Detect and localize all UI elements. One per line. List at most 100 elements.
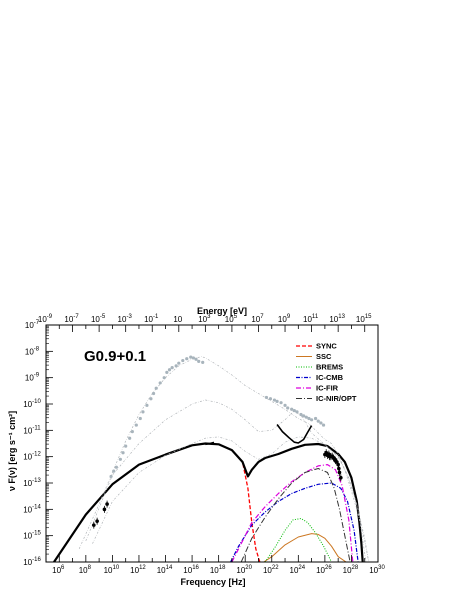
data-point <box>92 523 96 527</box>
gray-data-point <box>319 421 323 425</box>
gray-data-point <box>121 451 125 455</box>
data-point <box>336 462 340 467</box>
gray-data-point <box>158 381 162 385</box>
gray-data-point <box>316 419 320 423</box>
gray-data-point <box>167 368 172 372</box>
x-tick-label: 106 <box>52 565 65 575</box>
x2-tick-label: 105 <box>225 314 238 324</box>
x2-tick-label: 1013 <box>329 314 345 324</box>
gray-data-point <box>134 423 138 427</box>
y-tick-label: 10-13 <box>23 478 41 488</box>
x2-axis-title: Energy [eV] <box>197 306 247 316</box>
y-tick-label: 10-8 <box>25 346 40 356</box>
x-tick-label: 1026 <box>316 565 332 575</box>
x2-tick-label: 10-1 <box>144 314 159 324</box>
legend-ic-cmb-label: IC-CMB <box>316 373 344 382</box>
x-tick-label: 1014 <box>157 565 173 575</box>
series-curve-11 <box>205 441 215 446</box>
x-tick-label: 1022 <box>263 565 279 575</box>
x2-tick-label: 10-5 <box>91 314 106 324</box>
series-curve-9 <box>92 436 367 562</box>
gray-data-point <box>302 414 306 418</box>
gray-data-point <box>170 366 174 370</box>
gray-data-point <box>304 415 308 419</box>
gray-data-point <box>268 397 273 401</box>
gray-data-point <box>283 403 287 407</box>
x2-tick-label: 10-7 <box>64 314 79 324</box>
axes: 106 108 1010 1012 1014 1016 1018 1020 1022 1024 10… <box>23 314 385 575</box>
x-tick-label: 1024 <box>290 565 306 575</box>
gray-data-point <box>114 465 118 469</box>
data-point <box>339 475 343 480</box>
gray-data-point <box>181 358 185 363</box>
gray-data-point <box>299 412 303 417</box>
y-axis-title: ν F(ν) [erg s⁻¹ cm²] <box>7 411 17 491</box>
x-tick-label: 1020 <box>236 565 252 575</box>
series-ic-nir-opt-line <box>240 468 351 562</box>
x2-tick-label: 1015 <box>356 314 372 324</box>
data-point <box>105 502 109 506</box>
x2-tick-label: 10 <box>173 315 182 324</box>
gray-data-point <box>128 436 132 440</box>
legend-ic-nir-opt-label: IC-NIR/OPT <box>316 394 357 403</box>
x-tick-label: 1030 <box>369 565 385 575</box>
data-point <box>337 470 342 475</box>
gray-data-point <box>295 410 299 414</box>
x2-tick-label: 1011 <box>303 314 319 324</box>
gray-data-point <box>149 397 153 401</box>
gray-data-point <box>109 474 113 479</box>
series-curve-7 <box>78 356 370 562</box>
y-tick-label: 10-15 <box>23 531 41 541</box>
legend-brems-label: BREMS <box>316 363 343 372</box>
gray-data-point <box>201 360 205 364</box>
gray-data-point <box>154 386 158 390</box>
gray-data-point <box>138 416 142 421</box>
series-ic-fir-line <box>231 464 354 562</box>
gray-data-point <box>194 357 198 361</box>
y-tick-label: 10-7 <box>25 320 40 330</box>
gray-data-point <box>165 370 169 374</box>
data-point <box>337 466 341 471</box>
gray-data-point <box>189 355 193 359</box>
x2-tick-label: 103 <box>198 314 211 324</box>
gray-data-point <box>118 457 122 461</box>
plot-frame <box>45 324 379 563</box>
y-tick-label: 10-11 <box>23 425 41 435</box>
x2-tick-label: 10-3 <box>118 314 133 324</box>
series-sync-line <box>53 442 261 562</box>
x-tick-label: 1018 <box>210 565 226 575</box>
x-tick-label: 1016 <box>183 565 199 575</box>
gray-data-point <box>321 423 326 427</box>
legend-ssc-label: SSC <box>316 352 332 361</box>
legend-ic-fir-label: IC-FIR <box>316 384 339 393</box>
gray-data-point <box>286 406 290 410</box>
gray-data-point <box>141 410 145 414</box>
series-curve-8 <box>85 399 370 562</box>
gray-data-point <box>185 357 189 361</box>
gray-data-point <box>292 408 296 413</box>
gray-data-point <box>162 376 166 380</box>
gray-data-point <box>112 469 116 473</box>
x2-tick-label: 109 <box>278 314 291 324</box>
y-tick-label: 10-9 <box>25 373 40 383</box>
y-tick-label: 10-16 <box>23 557 41 567</box>
series-curve-6 <box>53 442 364 562</box>
y-tick-label: 10-12 <box>23 452 41 462</box>
series-curve-10 <box>276 424 313 444</box>
x-tick-label: 1028 <box>343 565 359 575</box>
legend-sync-label: SYNC <box>316 342 337 351</box>
x2-tick-label: 10-9 <box>38 314 53 324</box>
x-tick-label: 1012 <box>130 565 146 575</box>
gray-data-point <box>279 401 283 405</box>
data-point <box>95 519 99 523</box>
plot-content <box>53 355 370 562</box>
x2-tick-label: 107 <box>251 314 264 324</box>
series-ssc-line <box>263 533 347 562</box>
gray-data-point <box>307 416 311 421</box>
gray-data-point <box>272 398 277 402</box>
gray-data-point <box>177 361 181 365</box>
gray-data-point <box>124 444 128 448</box>
gray-data-point <box>145 403 149 407</box>
series-brems-line <box>264 518 332 562</box>
